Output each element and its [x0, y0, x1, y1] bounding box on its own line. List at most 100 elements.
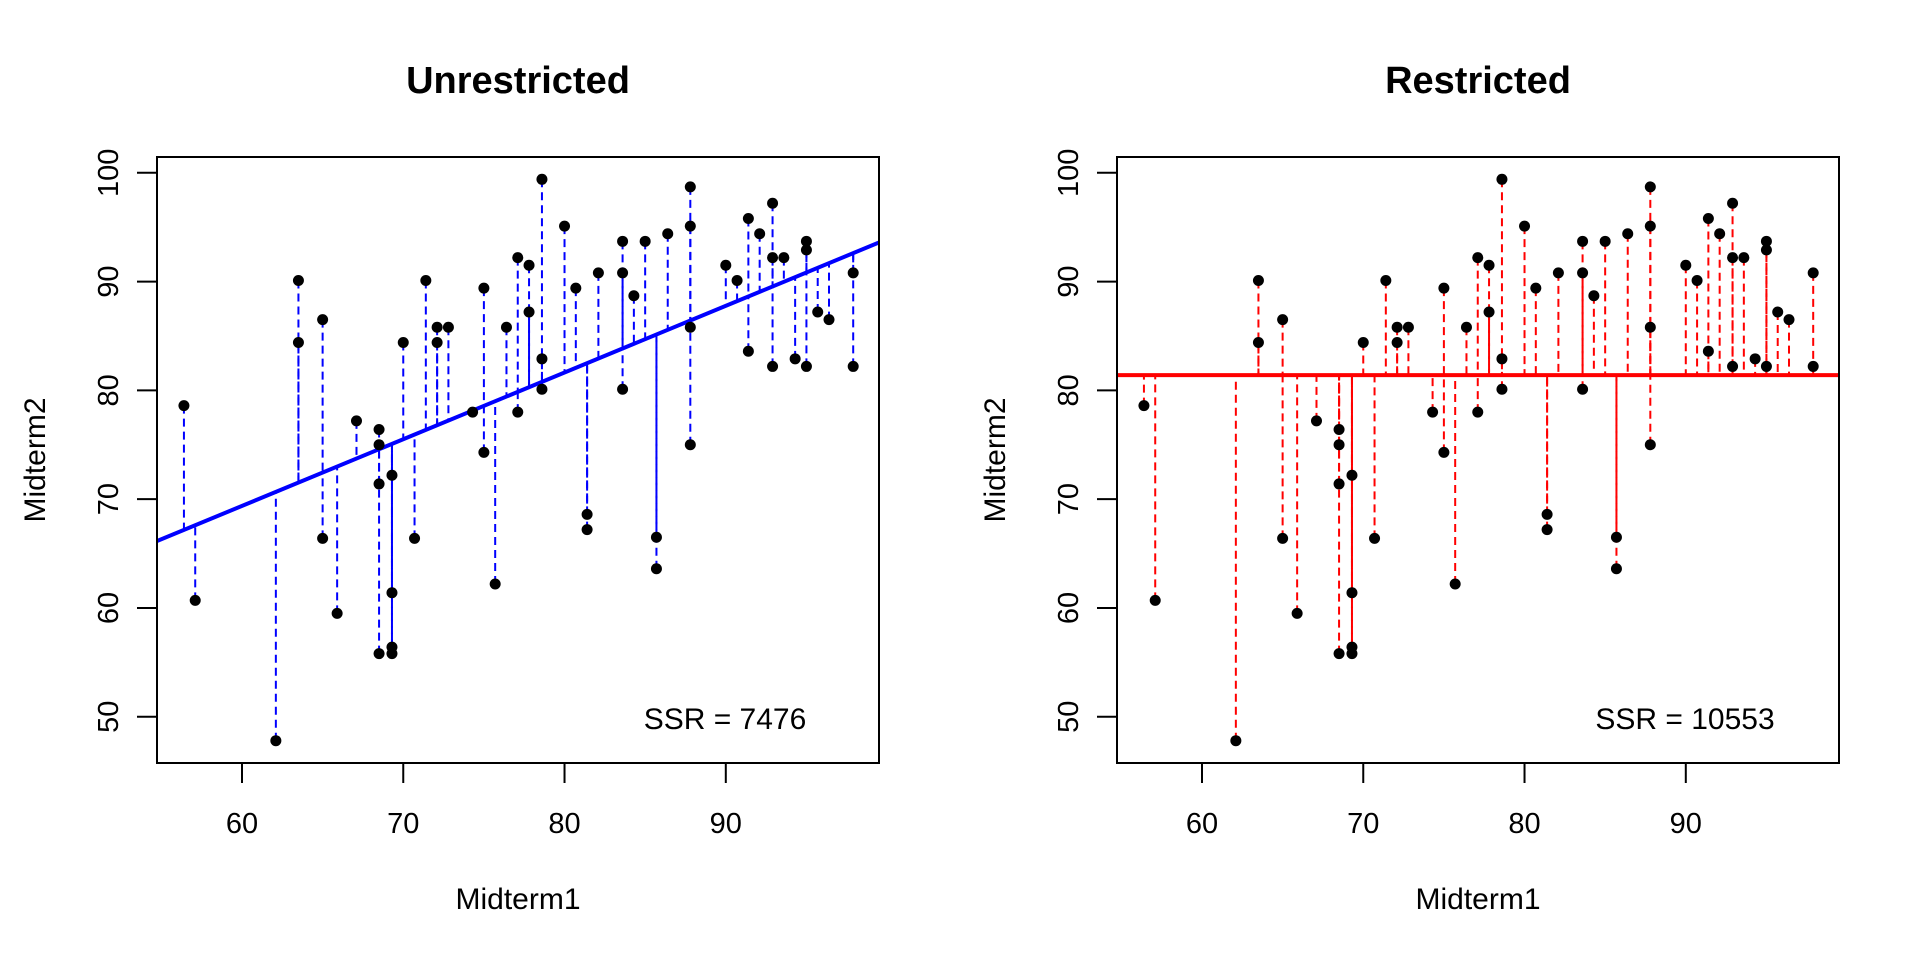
data-point: [386, 648, 398, 660]
data-point: [1369, 532, 1381, 544]
data-point: [1807, 267, 1819, 279]
y-tick-label: 50: [1053, 701, 1085, 733]
data-point: [178, 400, 190, 412]
panel-title: Restricted: [1385, 60, 1571, 102]
data-point: [1391, 321, 1403, 333]
x-axis-label: Midterm1: [1415, 883, 1540, 916]
y-axis: 50 60 70 80 90 100: [1053, 149, 1117, 733]
data-point: [536, 353, 548, 365]
data-point: [617, 235, 629, 247]
data-point: [1738, 252, 1750, 264]
data-point: [1380, 274, 1392, 286]
panel-title: Unrestricted: [406, 60, 630, 102]
data-point: [386, 587, 398, 599]
data-point: [1346, 648, 1358, 660]
data-point: [512, 252, 524, 264]
data-point: [431, 336, 443, 348]
data-point: [1714, 228, 1726, 240]
data-point: [1599, 235, 1611, 247]
data-point: [1357, 336, 1369, 348]
data-point: [767, 197, 779, 209]
data-point: [1772, 306, 1784, 318]
data-point: [189, 594, 201, 606]
data-point: [1622, 228, 1634, 240]
data-point: [684, 181, 696, 193]
data-point: [1149, 594, 1161, 606]
data-point: [1807, 360, 1819, 372]
data-point: [1760, 244, 1772, 256]
data-point: [1333, 439, 1345, 451]
data-point: [478, 282, 490, 294]
data-point: [1783, 314, 1795, 326]
data-point: [1749, 353, 1761, 365]
y-tick-label: 50: [93, 701, 125, 733]
data-point: [1552, 267, 1564, 279]
data-point: [1449, 578, 1461, 590]
data-point: [1691, 274, 1703, 286]
data-point: [1138, 400, 1150, 412]
data-point: [373, 424, 385, 436]
data-point: [1438, 446, 1450, 458]
data-point: [1760, 235, 1772, 247]
ssr-annotation: SSR = 7476: [644, 703, 807, 736]
data-point: [581, 508, 593, 520]
data-point: [1644, 220, 1656, 232]
data-point: [1277, 532, 1289, 544]
x-axis-label: Midterm1: [455, 883, 580, 916]
data-point: [789, 353, 801, 365]
y-tick-label: 60: [93, 592, 125, 624]
x-axis: 60 70 80 90: [1186, 763, 1702, 840]
data-point: [1427, 406, 1439, 418]
plot-frame: [156, 156, 880, 764]
y-tick-label: 100: [93, 149, 125, 197]
data-point: [1644, 321, 1656, 333]
data-point: [1391, 336, 1403, 348]
data-point: [512, 406, 524, 418]
x-tick-label: 80: [548, 808, 580, 840]
data-point: [650, 563, 662, 575]
panel-unrestricted: Unrestricted 60 70 80 90 50 60 70 80 90 100 Midt…: [19, 60, 880, 916]
data-point: [1291, 607, 1303, 619]
data-point: [812, 306, 824, 318]
data-point: [1588, 290, 1600, 302]
data-point: [823, 314, 835, 326]
y-tick-label: 70: [1053, 483, 1085, 515]
data-point: [1346, 469, 1358, 481]
y-tick-label: 90: [1053, 265, 1085, 297]
data-point: [778, 252, 790, 264]
data-points: [178, 173, 859, 747]
data-point: [397, 336, 409, 348]
data-point: [1519, 220, 1531, 232]
data-point: [847, 360, 859, 372]
data-point: [731, 274, 743, 286]
y-tick-label: 100: [1053, 149, 1085, 197]
data-point: [1644, 439, 1656, 451]
data-point: [420, 274, 432, 286]
data-point: [1702, 212, 1714, 224]
data-point: [317, 532, 329, 544]
fit-line: [157, 240, 879, 543]
y-tick-label: 80: [93, 374, 125, 406]
data-point: [478, 446, 490, 458]
data-point: [1541, 508, 1553, 520]
y-axis-label: Midterm2: [979, 397, 1012, 522]
y-tick-label: 70: [93, 483, 125, 515]
data-point: [373, 648, 385, 660]
panel-restricted: Restricted 60 70 80 90 50 60 70 80 90 100 Midter…: [979, 60, 1840, 916]
data-point: [317, 314, 329, 326]
data-point: [536, 383, 548, 395]
data-point: [1460, 321, 1472, 333]
data-point: [1230, 735, 1242, 747]
data-point: [1496, 173, 1508, 185]
data-point: [331, 607, 343, 619]
data-point: [500, 321, 512, 333]
data-point: [1644, 181, 1656, 193]
data-point: [292, 274, 304, 286]
data-point: [467, 406, 479, 418]
data-point: [523, 259, 535, 271]
data-point: [292, 336, 304, 348]
data-point: [800, 244, 812, 256]
data-point: [1610, 531, 1622, 543]
y-axis: 50 60 70 80 90 100: [93, 149, 157, 733]
